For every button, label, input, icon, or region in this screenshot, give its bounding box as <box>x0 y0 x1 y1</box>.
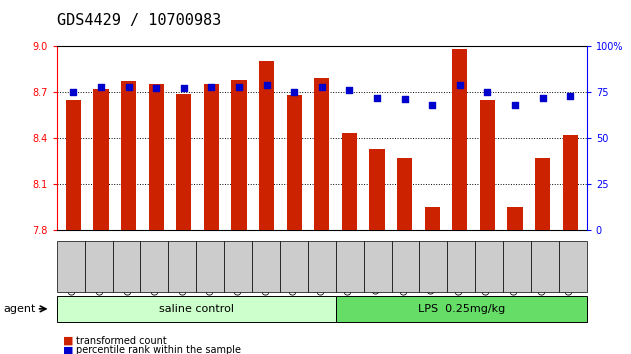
Bar <box>148 84 164 230</box>
Bar <box>176 93 191 230</box>
Text: percentile rank within the sample: percentile rank within the sample <box>76 346 240 354</box>
Point <box>261 82 271 87</box>
Bar <box>314 78 329 230</box>
Text: transformed count: transformed count <box>76 336 167 346</box>
Text: ■: ■ <box>63 336 74 346</box>
Bar <box>369 149 385 230</box>
Point <box>206 84 216 89</box>
Text: GDS4429 / 10700983: GDS4429 / 10700983 <box>57 13 221 28</box>
Point <box>455 82 465 87</box>
Bar <box>425 207 440 230</box>
Bar <box>480 100 495 230</box>
Bar <box>507 207 522 230</box>
Bar <box>66 100 81 230</box>
Point <box>372 95 382 101</box>
Point <box>68 89 78 95</box>
Point <box>510 102 520 108</box>
Text: agent: agent <box>3 304 35 314</box>
Point <box>427 102 437 108</box>
Point <box>234 84 244 89</box>
Bar <box>452 49 468 230</box>
Bar <box>93 89 109 230</box>
Bar <box>397 158 412 230</box>
Point <box>317 84 327 89</box>
Bar <box>232 80 247 230</box>
Text: LPS  0.25mg/kg: LPS 0.25mg/kg <box>418 304 505 314</box>
Point <box>124 84 134 89</box>
Point <box>289 89 299 95</box>
Point <box>538 95 548 101</box>
Text: saline control: saline control <box>159 304 233 314</box>
Point <box>399 97 410 102</box>
Bar <box>563 135 578 230</box>
Bar <box>286 95 302 230</box>
Point <box>151 86 162 91</box>
Point <box>345 87 355 93</box>
Bar <box>121 81 136 230</box>
Text: ■: ■ <box>63 346 74 354</box>
Bar <box>535 158 550 230</box>
Point <box>179 86 189 91</box>
Bar <box>204 84 219 230</box>
Point <box>482 89 492 95</box>
Point <box>96 84 106 89</box>
Bar <box>259 61 274 230</box>
Point <box>565 93 575 98</box>
Bar <box>342 133 357 230</box>
